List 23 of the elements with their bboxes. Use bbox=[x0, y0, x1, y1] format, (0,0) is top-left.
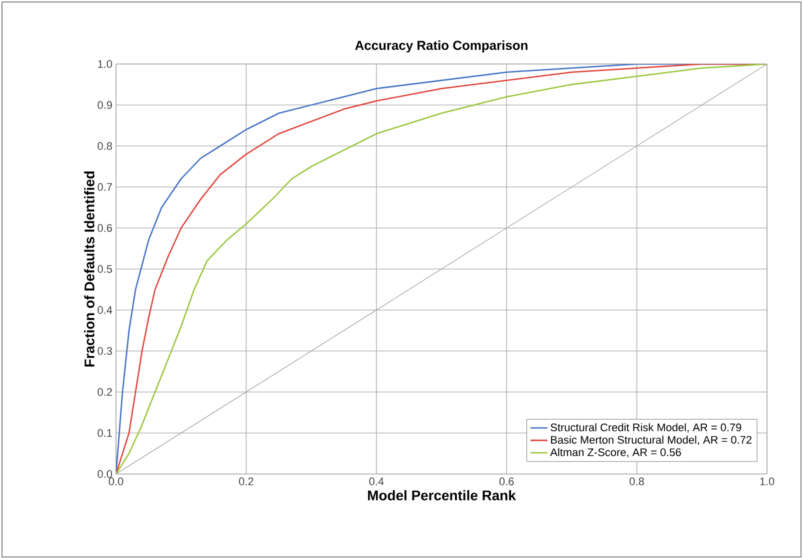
y-tick-label: 0.1 bbox=[98, 429, 112, 437]
legend-label: Altman Z-Score, AR = 0.56 bbox=[550, 448, 681, 458]
x-tick-label: 0.6 bbox=[499, 478, 514, 486]
x-tick-label: 0.0 bbox=[108, 478, 124, 486]
y-tick-label: 0.0 bbox=[98, 470, 112, 478]
y-tick-label: 0.4 bbox=[98, 306, 112, 314]
y-tick-label: 0.8 bbox=[98, 142, 112, 150]
y-tick-label: 1.0 bbox=[98, 60, 112, 68]
y-tick-label: 0.6 bbox=[98, 224, 112, 232]
x-tick-label: 0.2 bbox=[239, 478, 254, 486]
x-tick-label: 1.0 bbox=[760, 478, 774, 486]
legend-label: Basic Merton Structural Model, AR = 0.72 bbox=[551, 436, 752, 445]
y-axis-title: Fraction of Defaults Identified bbox=[84, 171, 94, 366]
x-tick-label: 0.8 bbox=[630, 478, 644, 486]
x-axis-title: Model Percentile Rank bbox=[368, 490, 516, 500]
y-tick-label: 0.7 bbox=[98, 183, 112, 191]
legend-label: Structural Credit Risk Model, AR = 0.79 bbox=[550, 423, 742, 433]
chart-title: Accuracy Ratio Comparison bbox=[355, 40, 528, 53]
y-tick-label: 0.2 bbox=[98, 388, 112, 396]
y-tick-label: 0.5 bbox=[98, 265, 112, 273]
y-tick-label: 0.9 bbox=[98, 101, 112, 109]
y-tick-label: 0.3 bbox=[98, 347, 112, 355]
x-tick-label: 0.4 bbox=[369, 478, 384, 486]
